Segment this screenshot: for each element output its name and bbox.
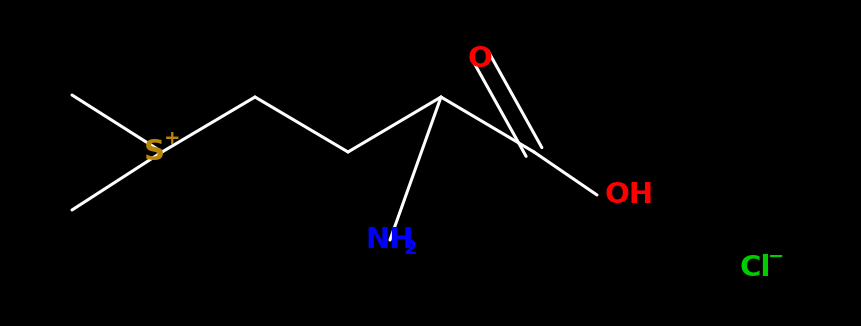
- Text: 2: 2: [403, 239, 417, 258]
- Text: S: S: [143, 138, 164, 166]
- Text: OH: OH: [604, 181, 653, 209]
- Text: NH: NH: [365, 226, 414, 254]
- Text: O: O: [467, 45, 492, 73]
- Text: Cl: Cl: [739, 254, 770, 282]
- Text: +: +: [164, 128, 180, 147]
- Text: −: −: [767, 246, 784, 265]
